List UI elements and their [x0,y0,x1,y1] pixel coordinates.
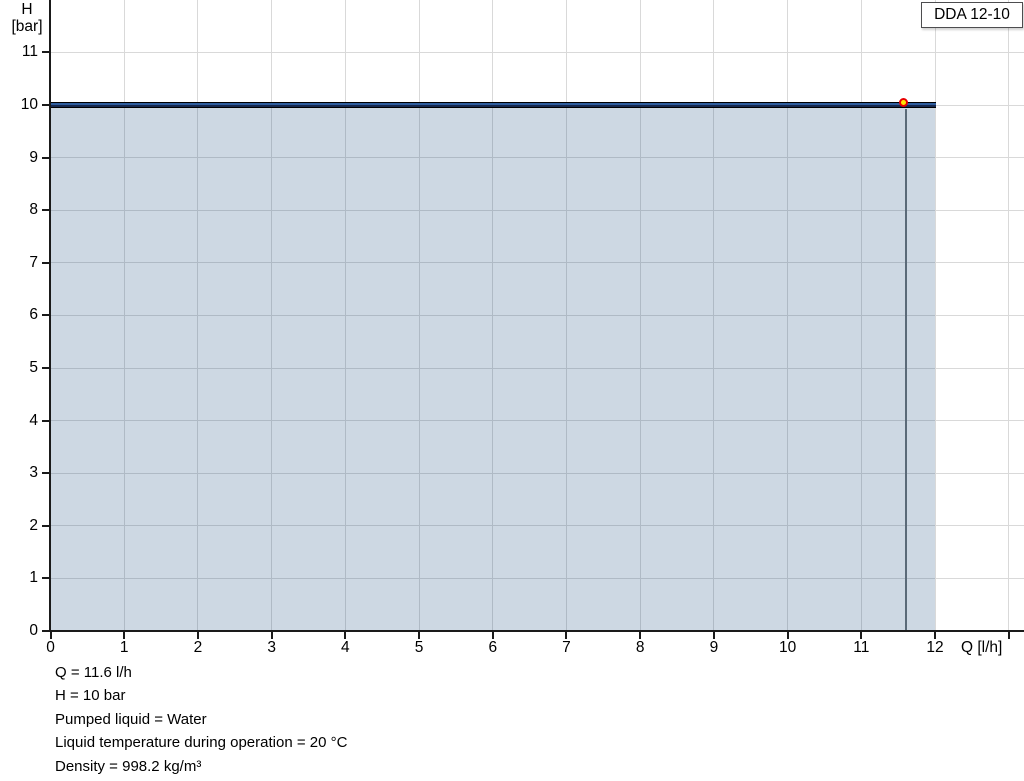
x-tick [639,632,642,639]
y-tick [42,472,50,475]
x-axis-title: Q [l/h] [961,639,1003,656]
y-tick-label: 8 [29,201,38,219]
operating-point-marker[interactable] [898,98,908,107]
legend-series-label: DDA 12-10 [934,6,1010,23]
x-tick [565,632,568,639]
gridline-vertical [1008,0,1010,630]
x-tick-label: 3 [267,639,276,656]
x-tick [418,632,421,639]
curve-area-fill [50,106,936,630]
pump-curve-line[interactable] [50,102,937,108]
gridline-vertical [197,0,199,630]
x-tick-label: 4 [341,639,350,656]
y-tick [42,419,50,422]
gridline-horizontal [50,209,1024,211]
x-tick [860,632,863,639]
gridline-vertical [713,0,715,630]
gridline-vertical [123,0,125,630]
x-axis-line [49,630,1024,632]
y-tick [42,367,50,369]
x-tick [786,632,789,639]
x-tick-label: 8 [635,639,645,656]
y-tick [42,104,50,106]
x-tick-label: 9 [709,639,719,656]
y-tick-label: 1 [29,569,38,587]
gridline-vertical [934,0,936,630]
x-tick-label: 5 [414,639,424,656]
y-axis-line [49,0,51,632]
x-tick-label: 10 [778,639,797,656]
x-tick-label: 6 [488,639,498,656]
info-line-pumped-liquid: Pumped liquid = Water [55,710,207,728]
y-tick [42,156,50,159]
x-tick [934,632,937,639]
x-tick-label: 1 [119,639,129,656]
x-tick-label: 7 [562,639,571,656]
y-tick [42,524,50,527]
gridline-horizontal [50,420,1024,422]
gridline-vertical [418,0,420,630]
gridline-vertical [860,0,862,630]
x-tick [712,632,715,639]
x-tick-label: 11 [853,639,870,656]
x-tick [196,632,199,639]
y-tick-label: 4 [29,411,38,429]
y-tick-label: 5 [29,359,38,376]
gridline-horizontal [50,262,1024,264]
y-tick-label: 9 [29,148,38,166]
gridline-horizontal [50,472,1024,474]
x-tick [1007,632,1010,639]
gridline-vertical [271,0,273,630]
gridline-horizontal [50,314,1024,316]
y-axis-title-symbol: H [21,1,33,18]
y-tick [42,630,50,632]
y-tick-label: 3 [29,464,38,482]
info-line-flow: Q = 11.6 l/h [55,664,132,681]
x-tick [491,632,494,639]
x-tick-label: 2 [193,639,203,656]
gridline-horizontal [50,367,1024,369]
x-tick [123,632,126,639]
x-tick-label: 0 [46,639,55,656]
gridline-vertical [787,0,789,630]
info-line-head: H = 10 bar [55,687,126,705]
y-tick-label: 2 [29,516,38,534]
gridline-horizontal [50,157,1024,159]
y-tick-label: 6 [29,306,38,324]
x-tick [344,632,347,639]
operating-conditions-text: Q = 11.6 l/h H = 10 bar Pumped liquid = … [55,661,347,778]
y-tick [42,51,50,54]
gridline-horizontal [50,525,1024,527]
legend-box: DDA 12-10 [921,2,1023,28]
info-line-liquid-temperature: Liquid temperature during operation = 20… [55,734,348,752]
x-tick [49,632,52,639]
y-axis-title: H [bar] [4,1,50,35]
y-tick [42,261,50,264]
y-tick-label: 11 [21,43,38,61]
y-tick-label: 7 [29,253,38,271]
gridline-vertical [639,0,641,630]
y-tick-label: 0 [29,622,38,639]
info-line-density: Density = 998.2 kg/m³ [55,757,202,775]
operating-point-drop-line [904,109,907,630]
x-tick [270,632,273,639]
y-tick [42,577,50,580]
gridline-vertical [565,0,567,630]
y-tick [42,314,50,317]
gridline-vertical [344,0,346,630]
gridline-horizontal [50,51,1024,53]
y-tick-label: 10 [20,96,38,113]
gridline-horizontal [50,577,1024,579]
y-tick [42,209,50,212]
y-axis-title-unit: [bar] [11,17,43,35]
gridline-vertical [492,0,494,630]
x-tick-label: 12 [926,639,944,656]
